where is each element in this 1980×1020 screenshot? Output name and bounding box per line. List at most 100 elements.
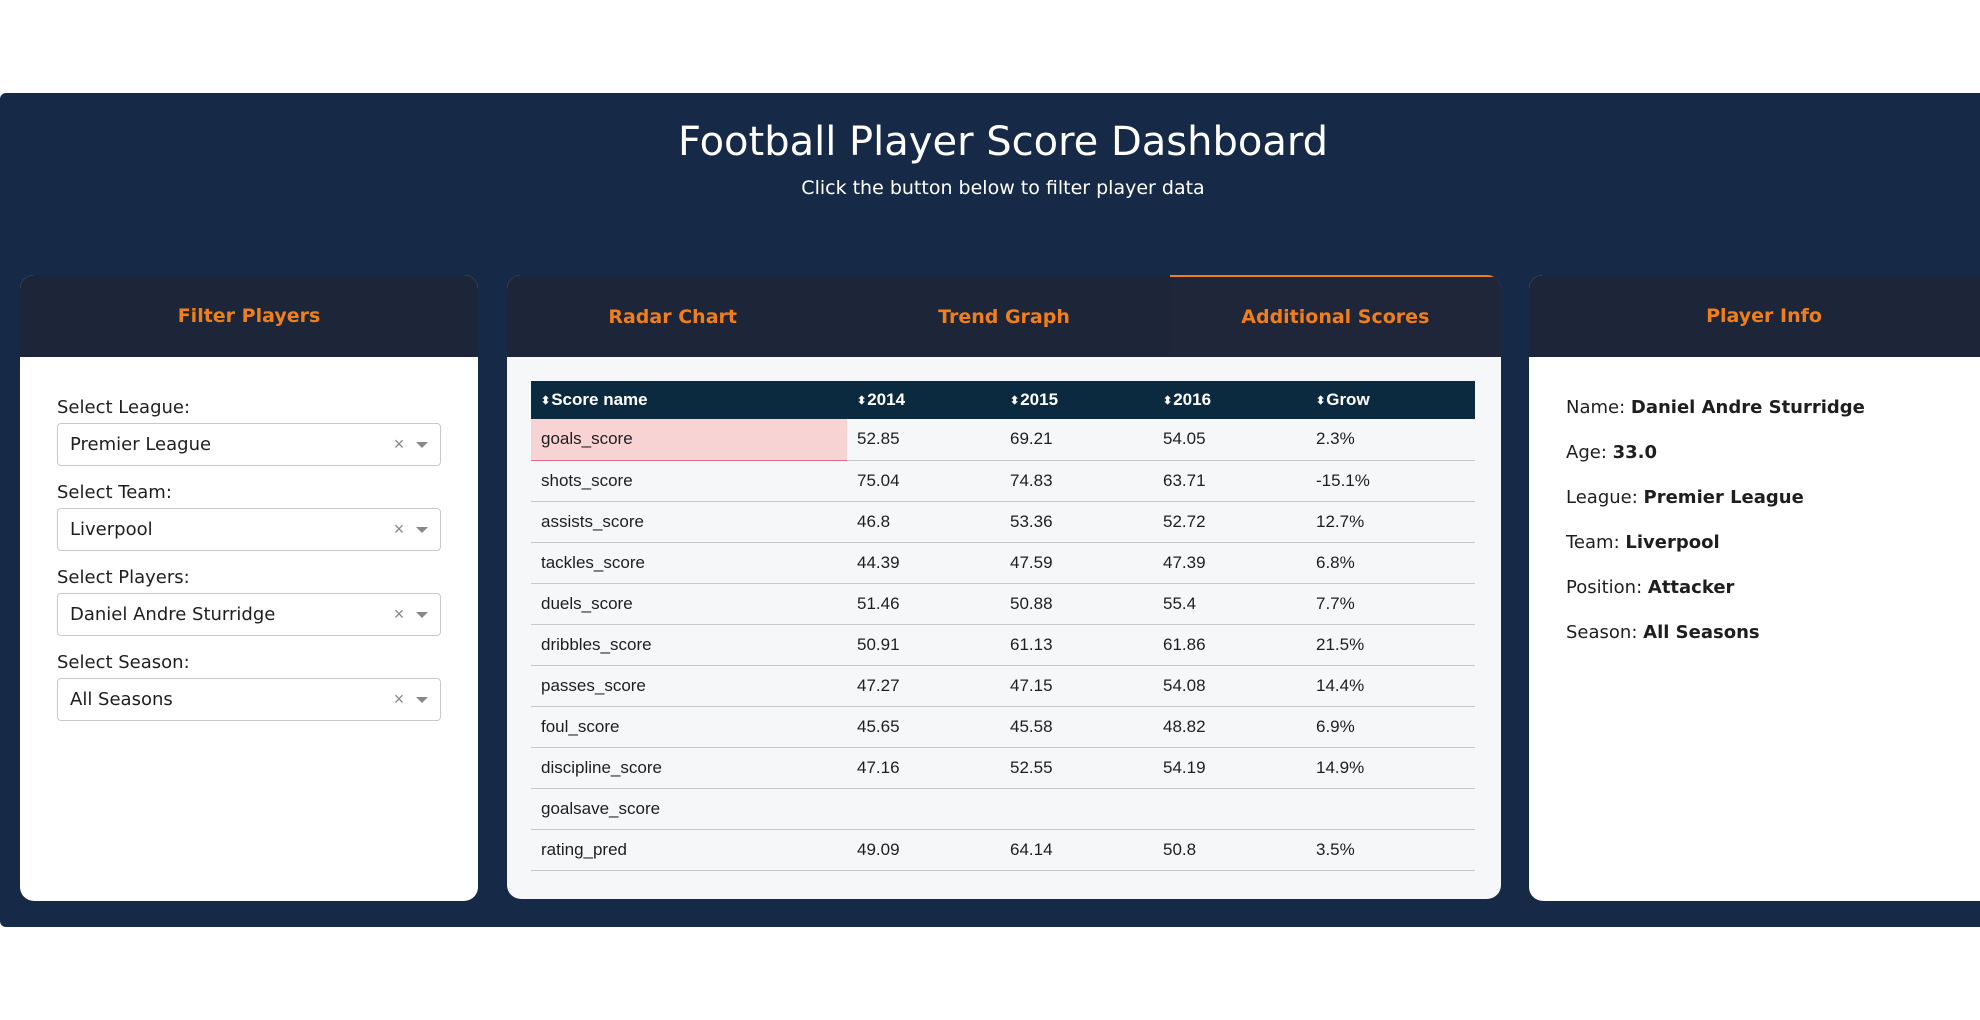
- table-cell[interactable]: 52.55: [1010, 757, 1053, 777]
- column-header-2016[interactable]: ⬍2016: [1153, 381, 1306, 419]
- table-cell[interactable]: 50.8: [1163, 839, 1197, 859]
- table-cell[interactable]: 50.88: [1010, 593, 1053, 613]
- table-row: rating_pred 49.09 64.14 50.8 3.5%: [531, 829, 1475, 870]
- table-cell[interactable]: 45.65: [857, 716, 900, 736]
- league-select[interactable]: Premier League ×: [57, 423, 441, 466]
- table-cell[interactable]: 46.8: [857, 511, 891, 531]
- table-cell[interactable]: 14.4%: [1316, 675, 1365, 695]
- table-cell[interactable]: 64.14: [1010, 839, 1053, 859]
- info-label: League:: [1566, 487, 1638, 508]
- table-cell[interactable]: 21.5%: [1316, 634, 1365, 654]
- table-row: assists_score 46.8 53.36 52.72 12.7%: [531, 501, 1475, 542]
- sort-icon[interactable]: ⬍: [1316, 395, 1326, 407]
- table-cell[interactable]: foul_score: [541, 716, 620, 736]
- filter-card-title: Filter Players: [20, 275, 478, 357]
- table-cell[interactable]: tackles_score: [541, 552, 645, 572]
- players-select[interactable]: Daniel Andre Sturridge ×: [57, 593, 441, 636]
- table-cell[interactable]: 54.19: [1163, 757, 1206, 777]
- table-cell[interactable]: 61.86: [1163, 634, 1206, 654]
- table-cell[interactable]: passes_score: [541, 675, 646, 695]
- table-cell[interactable]: 47.16: [857, 757, 900, 777]
- table-cell[interactable]: duels_score: [541, 593, 633, 613]
- table-cell[interactable]: [847, 788, 1000, 829]
- caret-down-icon[interactable]: [416, 696, 428, 703]
- clear-icon[interactable]: ×: [393, 689, 405, 709]
- table-cell[interactable]: 49.09: [857, 839, 900, 859]
- caret-down-icon[interactable]: [416, 611, 428, 618]
- table-cell[interactable]: 6.8%: [1316, 552, 1355, 572]
- table-cell[interactable]: 7.7%: [1316, 593, 1355, 613]
- table-cell[interactable]: [1000, 788, 1153, 829]
- table-cell[interactable]: 61.13: [1010, 634, 1053, 654]
- sort-icon[interactable]: ⬍: [1010, 395, 1020, 407]
- table-row: dribbles_score 50.91 61.13 61.86 21.5%: [531, 624, 1475, 665]
- tab-bar: Radar Chart Trend Graph Additional Score…: [507, 275, 1501, 357]
- players-select-value: Daniel Andre Sturridge: [70, 604, 276, 625]
- team-select[interactable]: Liverpool ×: [57, 508, 441, 551]
- info-label: Season:: [1566, 622, 1638, 643]
- table-cell[interactable]: 3.5%: [1316, 839, 1355, 859]
- table-row: tackles_score 44.39 47.59 47.39 6.8%: [531, 542, 1475, 583]
- table-cell[interactable]: 48.82: [1163, 716, 1206, 736]
- table-cell[interactable]: 63.71: [1163, 470, 1206, 490]
- table-cell[interactable]: 54.05: [1163, 429, 1206, 449]
- sort-icon[interactable]: ⬍: [1163, 395, 1173, 407]
- table-cell[interactable]: 47.27: [857, 675, 900, 695]
- table-cell[interactable]: 53.36: [1010, 511, 1053, 531]
- league-label: Select League:: [57, 397, 191, 418]
- tab-radar-chart[interactable]: Radar Chart: [608, 306, 737, 328]
- table-row: foul_score 45.65 45.58 48.82 6.9%: [531, 706, 1475, 747]
- scores-table-wrapper: ⬍Score name ⬍2014 ⬍2015 ⬍2016 ⬍Grow goal…: [531, 381, 1475, 871]
- column-header-grow[interactable]: ⬍Grow: [1306, 381, 1475, 419]
- tab-trend-graph[interactable]: Trend Graph: [938, 306, 1070, 328]
- table-cell[interactable]: 2.3%: [1316, 429, 1355, 449]
- column-header-2015[interactable]: ⬍2015: [1000, 381, 1153, 419]
- table-cell[interactable]: goalsave_score: [541, 798, 661, 818]
- table-cell[interactable]: 74.83: [1010, 470, 1053, 490]
- sort-icon[interactable]: ⬍: [857, 395, 867, 407]
- table-cell[interactable]: 51.46: [857, 593, 900, 613]
- table-cell[interactable]: -15.1%: [1316, 470, 1370, 490]
- table-cell[interactable]: shots_score: [541, 470, 633, 490]
- table-cell[interactable]: 75.04: [857, 470, 900, 490]
- table-row: discipline_score 47.16 52.55 54.19 14.9%: [531, 747, 1475, 788]
- clear-icon[interactable]: ×: [393, 434, 405, 454]
- players-label: Select Players:: [57, 567, 190, 588]
- scores-table: ⬍Score name ⬍2014 ⬍2015 ⬍2016 ⬍Grow goal…: [531, 381, 1475, 871]
- info-label: Position:: [1566, 577, 1643, 598]
- table-cell[interactable]: 52.85: [857, 429, 900, 449]
- table-cell[interactable]: 54.08: [1163, 675, 1206, 695]
- info-team: Team: Liverpool: [1566, 532, 1962, 553]
- clear-icon[interactable]: ×: [393, 519, 405, 539]
- table-cell[interactable]: 47.59: [1010, 552, 1053, 572]
- table-cell[interactable]: goals_score: [531, 419, 847, 461]
- season-select-value: All Seasons: [70, 689, 173, 710]
- table-cell[interactable]: 45.58: [1010, 716, 1053, 736]
- table-cell[interactable]: 69.21: [1010, 429, 1053, 449]
- table-cell[interactable]: 14.9%: [1316, 757, 1365, 777]
- caret-down-icon[interactable]: [416, 526, 428, 533]
- player-info-title: Player Info: [1529, 275, 1980, 357]
- table-cell[interactable]: rating_pred: [541, 839, 628, 859]
- table-cell[interactable]: 6.9%: [1316, 716, 1355, 736]
- table-cell[interactable]: discipline_score: [541, 757, 662, 777]
- column-header-2014[interactable]: ⬍2014: [847, 381, 1000, 419]
- column-header-label: Score name: [551, 390, 648, 409]
- table-cell[interactable]: [1306, 788, 1475, 829]
- caret-down-icon[interactable]: [416, 441, 428, 448]
- table-cell[interactable]: 47.15: [1010, 675, 1053, 695]
- table-cell[interactable]: 12.7%: [1316, 511, 1365, 531]
- table-cell[interactable]: 44.39: [857, 552, 900, 572]
- season-select[interactable]: All Seasons ×: [57, 678, 441, 721]
- clear-icon[interactable]: ×: [393, 604, 405, 624]
- table-cell[interactable]: 52.72: [1163, 511, 1206, 531]
- column-header-score-name[interactable]: ⬍Score name: [531, 381, 847, 419]
- table-cell[interactable]: [1153, 788, 1306, 829]
- table-cell[interactable]: assists_score: [541, 511, 644, 531]
- table-cell[interactable]: 47.39: [1163, 552, 1206, 572]
- table-cell[interactable]: dribbles_score: [541, 634, 652, 654]
- table-cell[interactable]: 50.91: [857, 634, 900, 654]
- table-cell[interactable]: 55.4: [1163, 593, 1197, 613]
- tab-additional-scores[interactable]: Additional Scores: [1169, 275, 1501, 357]
- sort-icon[interactable]: ⬍: [541, 395, 551, 407]
